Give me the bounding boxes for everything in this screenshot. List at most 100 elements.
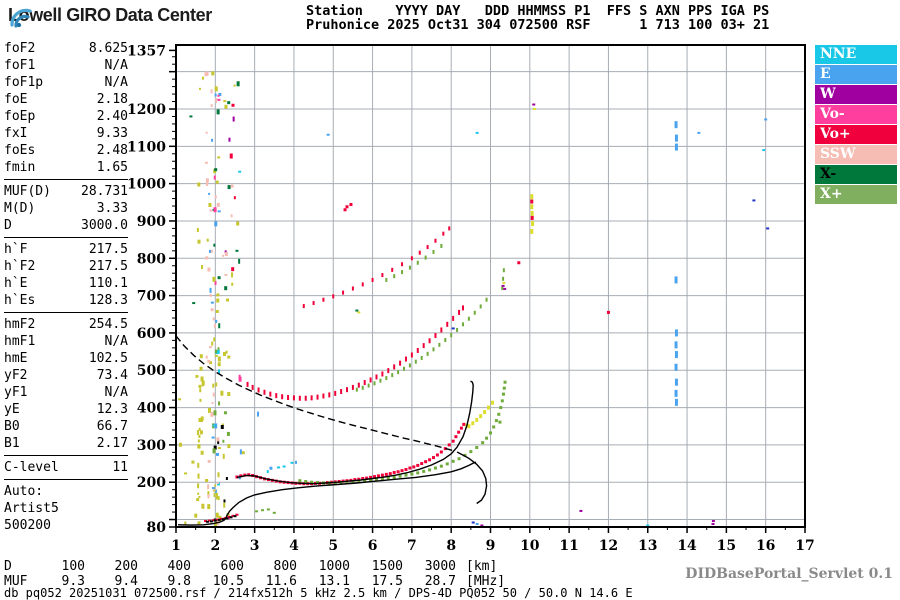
row-value: 11.6	[265, 574, 297, 589]
legend-item-xplus: X+	[815, 185, 897, 204]
trace-third-hop-O	[302, 226, 451, 309]
parameter-label: fxI	[4, 126, 28, 141]
x-tick-label: 1	[171, 538, 181, 554]
parameter-value: 28.731	[81, 184, 128, 199]
parameter-value: 2.18	[96, 92, 128, 107]
parameter-label: foEp	[4, 109, 36, 124]
x-tick-label: 16	[756, 538, 775, 554]
x-tick-label: 5	[328, 538, 338, 554]
y-tick-label: 800	[137, 251, 166, 267]
y-tick-label: 1200	[127, 102, 166, 118]
parameter-value: 102.5	[88, 351, 128, 366]
row-value: 9.8	[167, 574, 191, 589]
lowell-giro-logo: Lowell GIRO Data Center	[8, 5, 212, 28]
trace-second-hop-O	[246, 305, 464, 401]
x-tick-label: 9	[486, 538, 496, 554]
parameter-row: M(D) 3.33	[4, 200, 128, 217]
trace-specks-purple	[480, 103, 715, 527]
parameter-label: hmE	[4, 351, 28, 366]
panel-separator	[4, 479, 128, 480]
row-value: 1000	[318, 559, 350, 574]
trace-specks-yellow	[357, 107, 537, 314]
parameter-value: 12.3	[96, 402, 128, 417]
x-tick-label: 8	[446, 538, 456, 554]
parameter-label: h`Es	[4, 293, 36, 308]
tick-layer	[169, 49, 806, 533]
row-value: 400	[167, 559, 191, 574]
parameter-value: 2.17	[96, 436, 128, 451]
x-tick-label: 4	[289, 538, 299, 554]
panel-separator	[4, 237, 128, 238]
parameter-label: foEs	[4, 143, 36, 158]
parameter-label: B1	[4, 436, 20, 451]
parameter-value: 2.40	[96, 109, 128, 124]
parameter-row: hmE 102.5	[4, 350, 128, 367]
parameter-row: fmin 1.65	[4, 159, 128, 176]
parameter-label: hmF1	[4, 334, 36, 349]
panel-separator	[4, 179, 128, 180]
parameter-value: 9.33	[96, 126, 128, 141]
parameter-value: 217.5	[88, 242, 128, 257]
parameter-value: 110.1	[88, 276, 128, 291]
parameter-row: h`F 217.5	[4, 241, 128, 258]
parameter-label: foF1p	[4, 75, 44, 90]
parameter-row: D 3000.0	[4, 217, 128, 234]
panel-separator	[4, 455, 128, 456]
row-unit: [MHz]	[466, 574, 506, 589]
trace-interference-13.7MHz	[674, 121, 678, 406]
parameter-row: C-level 11	[4, 459, 128, 476]
parameter-row: hmF2 254.5	[4, 316, 128, 333]
parameter-row: B0 66.7	[4, 418, 128, 435]
parameter-value: N/A	[104, 58, 128, 73]
row-value: 9.3	[61, 574, 85, 589]
row-value: 13.1	[318, 574, 350, 589]
trace-Es-trace-green	[255, 508, 276, 514]
parameter-label: foF1	[4, 58, 36, 73]
row-value: 800	[273, 559, 297, 574]
parameter-label: MUF(D)	[4, 184, 51, 199]
trace-column-10MHz	[530, 194, 535, 234]
muf-row: MUF 9.3 9.4 9.8 10.5 11.6 13.1 17.5 28.7 [MHz]	[4, 574, 505, 589]
x-tick-label: 15	[717, 538, 736, 554]
trace-Es-trace-black	[205, 515, 237, 523]
curve-true-height-profile	[177, 461, 477, 526]
row-value: 100	[61, 559, 85, 574]
grid-layer	[176, 45, 805, 527]
servlet-version-label: DIDBasePortal_Servlet 0.1	[685, 566, 893, 582]
parameter-value: N/A	[104, 334, 128, 349]
legend-item-w: W	[815, 85, 897, 104]
legend-item-vominus: Vo-	[815, 105, 897, 124]
parameter-value: 66.7	[96, 419, 128, 434]
parameter-value: N/A	[104, 75, 128, 90]
parameter-value: N/A	[104, 385, 128, 400]
parameter-value: 217.5	[88, 259, 128, 274]
parameter-label: hmF2	[4, 317, 36, 332]
y-tick-label: 700	[137, 289, 166, 305]
y-tick-label: 200	[137, 475, 166, 491]
trace-specks-darkgreen	[189, 115, 359, 312]
legend-item-nne: NNE	[815, 45, 897, 64]
x-tick-label: 7	[407, 538, 417, 554]
station-header: Station YYYY DAY DDD HHMMSS P1 FFS S AXN…	[306, 3, 770, 33]
x-tick-label: 12	[599, 538, 618, 554]
x-tick-label: 17	[795, 538, 814, 554]
autoscaling-info: Artist5	[4, 501, 59, 516]
row-value: 1500	[371, 559, 403, 574]
x-tick-label: 13	[638, 538, 657, 554]
parameter-row: MUF(D) 28.731	[4, 183, 128, 200]
status-line: db pq052 20251031 072500.rsf / 214fx512h…	[4, 586, 633, 600]
trace-specks-cyan	[238, 131, 766, 527]
row-unit: [km]	[466, 559, 498, 574]
trace-column-10MHz-red	[530, 199, 534, 220]
curve-transmission-curve-tail	[456, 451, 488, 505]
row-value: 9.4	[114, 574, 138, 589]
y-tick-label: 1357	[127, 43, 166, 59]
noise-layer	[178, 71, 298, 528]
parameter-row: foF2 8.625	[4, 40, 128, 57]
y-tick-label: 900	[137, 214, 166, 230]
x-tick-label: 6	[368, 538, 378, 554]
x-tick-label: 2	[210, 538, 220, 554]
parameter-row: B1 2.17	[4, 435, 128, 452]
